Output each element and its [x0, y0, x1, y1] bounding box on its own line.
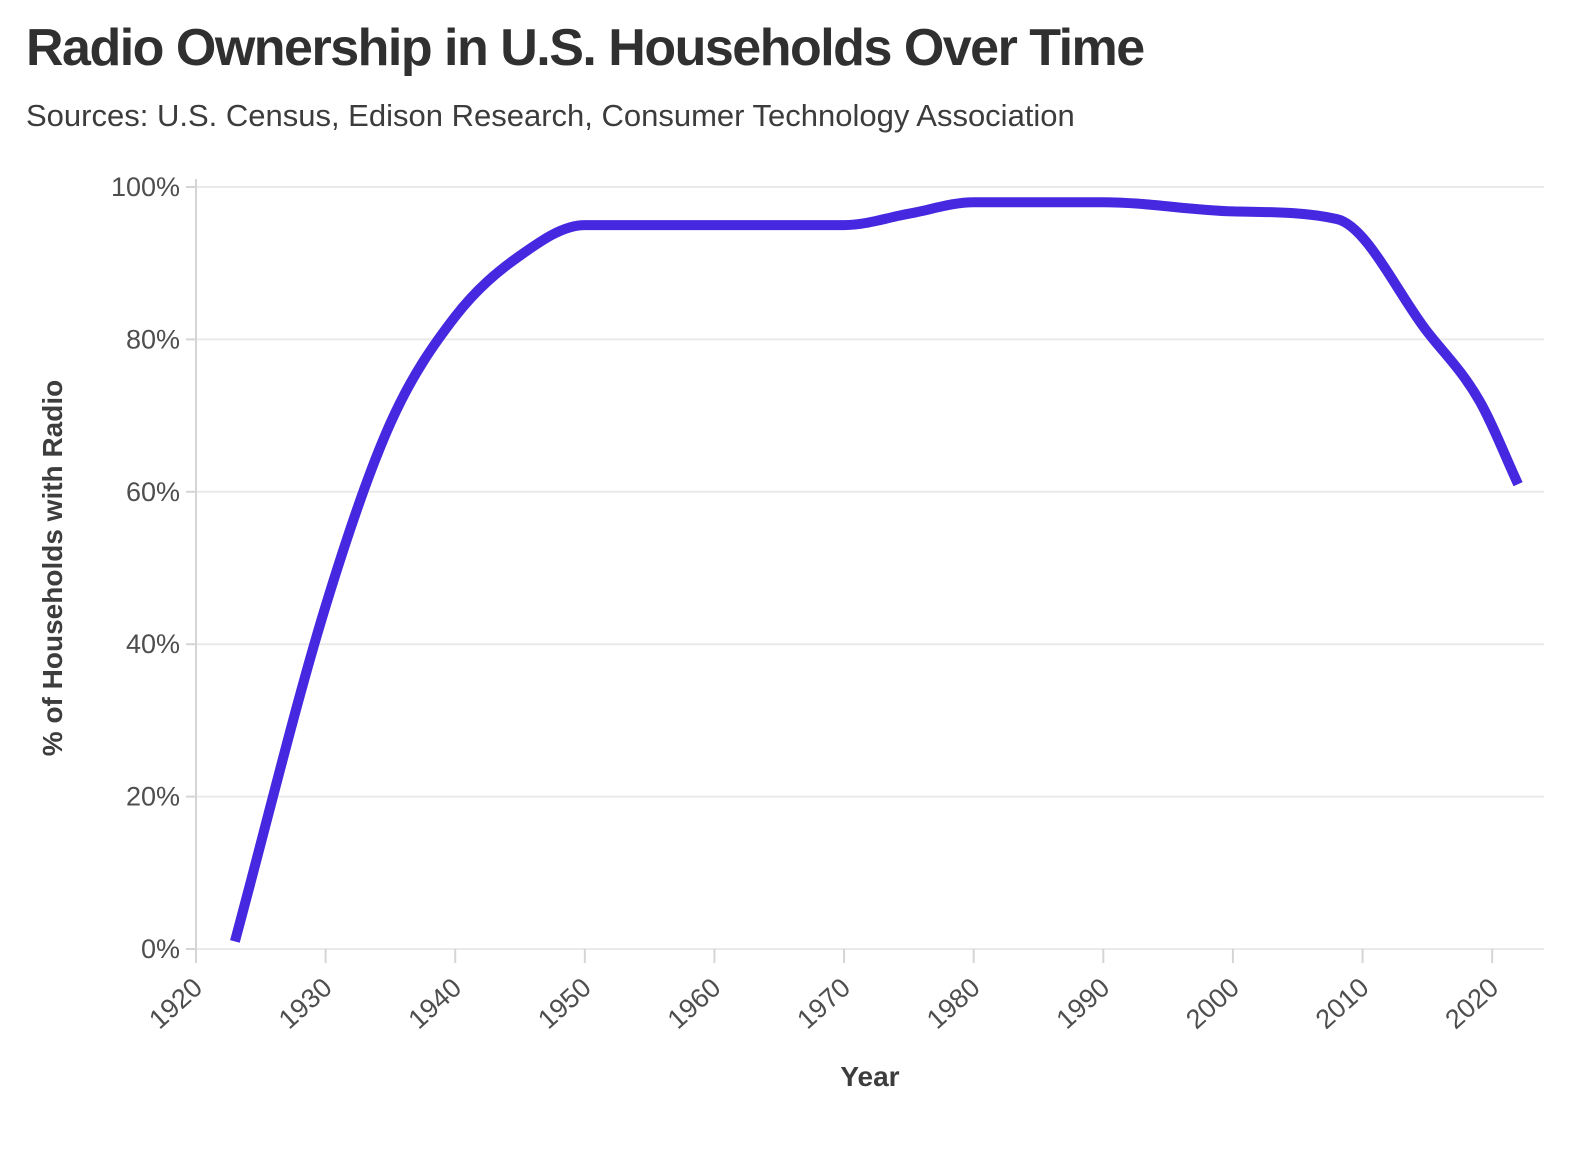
- x-axis-label: Year: [840, 1061, 899, 1092]
- y-axis-label: % of Households with Radio: [37, 380, 68, 756]
- y-tick-label-100: 100%: [111, 172, 180, 202]
- x-tick-label-1940: 1940: [403, 972, 468, 1034]
- x-tick-label-1980: 1980: [921, 972, 986, 1034]
- x-tick-label-1960: 1960: [662, 972, 727, 1034]
- x-tick-label-1970: 1970: [791, 972, 856, 1034]
- x-tick-label-2020: 2020: [1439, 972, 1504, 1034]
- x-tick-label-2000: 2000: [1180, 972, 1245, 1034]
- x-tick-label-1950: 1950: [532, 972, 597, 1034]
- y-tick-label-80: 80%: [126, 324, 180, 354]
- y-tick-label-60: 60%: [126, 477, 180, 507]
- chart-title: Radio Ownership in U.S. Households Over …: [26, 19, 1145, 77]
- x-tick-label-1920: 1920: [143, 972, 208, 1034]
- y-tick-label-0: 0%: [141, 934, 180, 964]
- y-tick-label-20: 20%: [126, 782, 180, 812]
- y-tick-label-40: 40%: [126, 629, 180, 659]
- x-tick-label-1990: 1990: [1051, 972, 1116, 1034]
- chart-subtitle: Sources: U.S. Census, Edison Research, C…: [26, 98, 1075, 133]
- x-tick-label-2010: 2010: [1310, 972, 1375, 1034]
- x-tick-label-1930: 1930: [273, 972, 338, 1034]
- series-line-0: [230, 197, 1523, 943]
